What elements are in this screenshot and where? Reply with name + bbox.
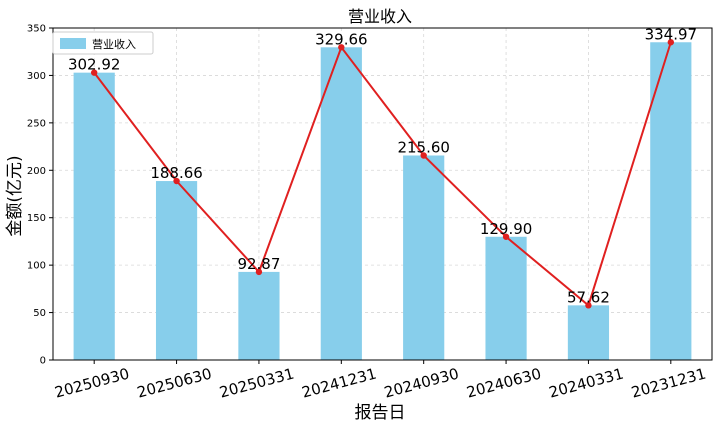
line-series: [93, 41, 672, 308]
bar: [485, 236, 527, 360]
line-point: [502, 233, 510, 240]
grid-lines: [53, 27, 712, 361]
y-tick-label: 350: [27, 24, 46, 35]
x-tick-label: 20240930: [382, 364, 460, 401]
value-label: 334.97: [645, 25, 698, 43]
x-tick-label: 20231231: [629, 364, 707, 401]
y-tick-label: 0: [40, 356, 46, 367]
value-label: 329.66: [315, 30, 368, 48]
x-tick-label: 20250930: [53, 364, 131, 401]
plot-frame: [52, 27, 713, 361]
value-labels-group: 302.92 188.66 92.87 329.66 215.60 129.90 57.62…: [68, 25, 697, 306]
y-tick-label: 300: [27, 71, 46, 82]
y-tick-label: 100: [27, 261, 46, 272]
legend: 营业收入: [52, 31, 154, 55]
line-point: [173, 177, 180, 185]
bars-group: [73, 42, 692, 361]
value-label: 215.60: [397, 138, 450, 156]
line-point: [90, 69, 98, 76]
bar: [73, 72, 115, 360]
bar: [320, 47, 362, 360]
x-tick-label: 20240331: [547, 364, 625, 401]
line-point: [255, 268, 263, 276]
value-label: 57.62: [567, 288, 610, 306]
x-tick-label: 20250331: [218, 364, 296, 401]
value-label: 302.92: [68, 56, 121, 74]
bar: [403, 155, 445, 360]
y-tick-label: 250: [27, 118, 46, 129]
line-point: [667, 39, 675, 46]
value-label: 188.66: [150, 164, 203, 182]
bar: [650, 42, 692, 361]
line-point: [585, 302, 592, 309]
x-tick-label: 20240630: [465, 364, 543, 401]
line-point: [338, 44, 345, 51]
chart-title: 营业收入: [348, 7, 412, 26]
y-tick-label: 200: [27, 166, 46, 177]
y-tick-label: 150: [27, 213, 46, 224]
x-axis: 20250930 20250630 20250331 20241231 20240930…: [53, 360, 708, 402]
bar: [238, 271, 280, 360]
y-tick-label: 50: [33, 308, 46, 319]
legend-label: 营业收入: [92, 37, 136, 51]
y-axis-title: 金额(亿元): [5, 155, 25, 236]
x-tick-label: 20250630: [135, 364, 213, 401]
bar: [567, 305, 610, 360]
x-tick-label: 20241231: [300, 364, 378, 401]
bar: [155, 181, 198, 360]
y-axis: 0 50 100 150 200 250 300 350: [27, 24, 53, 367]
line-point: [420, 152, 427, 159]
value-label: 92.87: [237, 255, 280, 273]
line-series-group: [90, 39, 675, 309]
value-label: 129.90: [480, 220, 533, 238]
x-axis-title: 报告日: [355, 403, 406, 423]
legend-swatch: [60, 38, 86, 49]
